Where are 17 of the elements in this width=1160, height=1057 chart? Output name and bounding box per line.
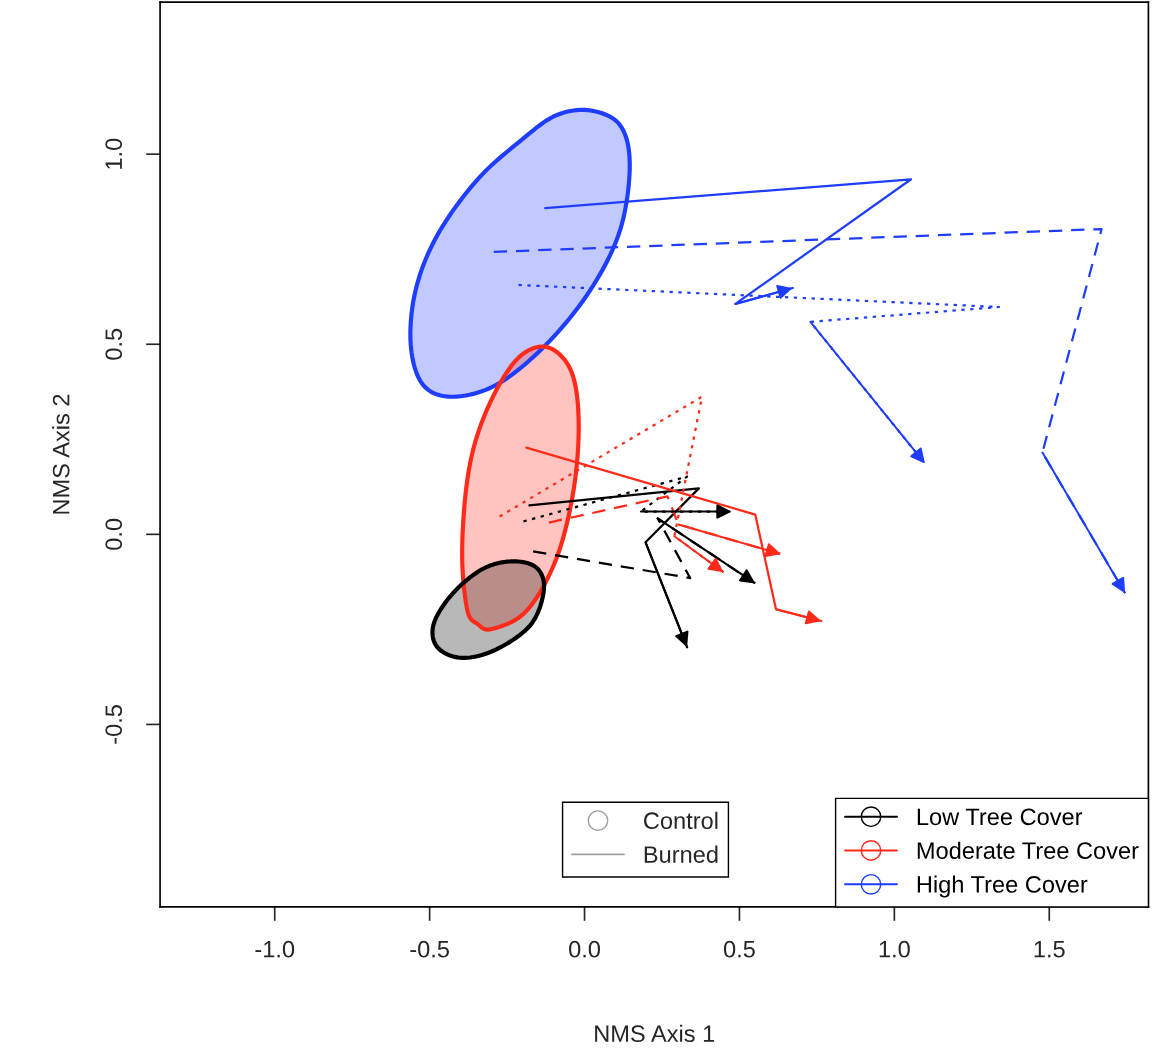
legend-label: Moderate Tree Cover: [917, 841, 1139, 859]
y-tick-label: 0.5: [105, 328, 123, 360]
x-tick-label: -1.0: [255, 940, 295, 958]
x-tick-label: 0.0: [569, 940, 601, 958]
x-tick-label: -0.5: [410, 940, 449, 958]
y-tick-label: 0.0: [105, 518, 123, 550]
y-tick-label: 1.0: [105, 138, 123, 169]
annotation: Control: [644, 811, 718, 830]
y-axis-title: NMS Axis 2: [52, 394, 70, 514]
legend-label: High Tree Cover: [917, 875, 1088, 898]
x-tick-label: 0.5: [723, 940, 755, 958]
x-tick-label: 1.0: [879, 940, 910, 958]
x-axis-title: NMS Axis 1: [595, 1024, 715, 1043]
x-tick-label: 1.5: [1034, 941, 1065, 958]
legend-label: Low Tree Cover: [917, 808, 1083, 826]
annotation: Burned: [644, 845, 718, 863]
y-tick-label: -0.5: [105, 705, 123, 744]
